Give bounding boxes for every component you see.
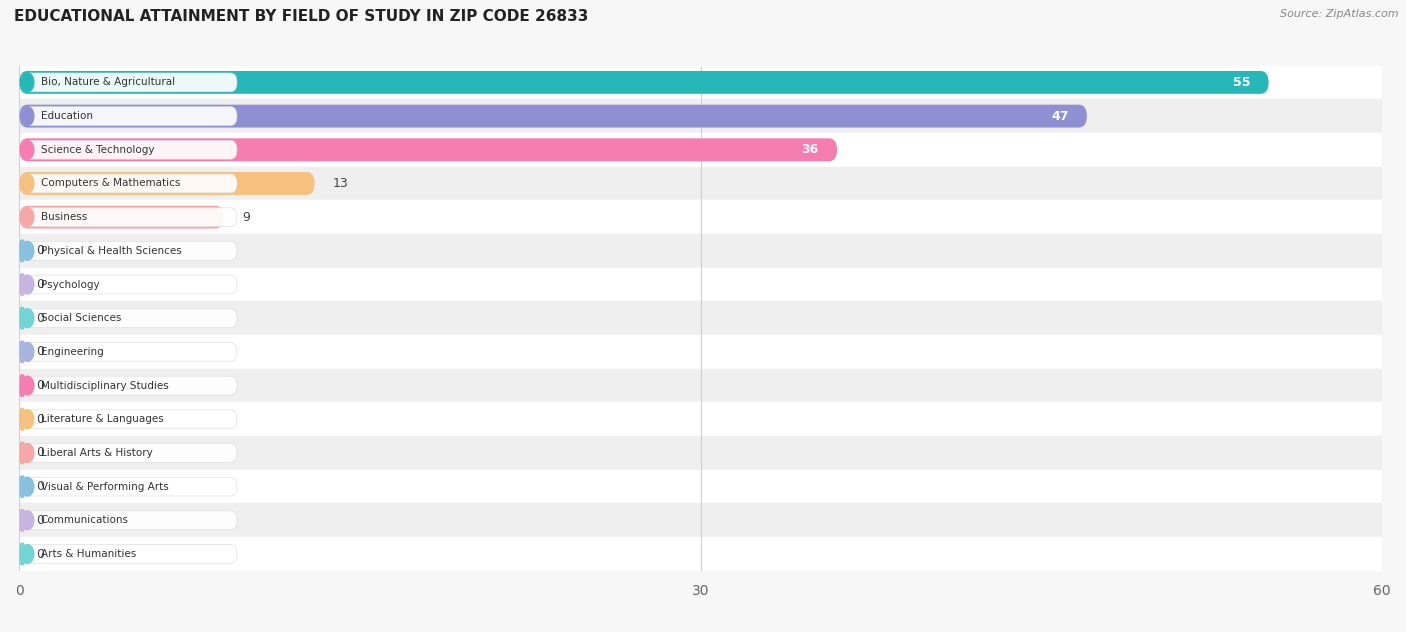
FancyBboxPatch shape <box>20 442 25 465</box>
Bar <box>20 470 1382 504</box>
Bar <box>20 167 1382 200</box>
FancyBboxPatch shape <box>21 73 238 92</box>
FancyBboxPatch shape <box>21 275 238 294</box>
Circle shape <box>21 107 34 126</box>
Bar <box>20 66 1382 99</box>
FancyBboxPatch shape <box>21 208 238 226</box>
FancyBboxPatch shape <box>21 107 238 126</box>
Text: Business: Business <box>41 212 87 222</box>
FancyBboxPatch shape <box>21 444 238 463</box>
Text: 0: 0 <box>37 413 45 426</box>
FancyBboxPatch shape <box>20 105 1087 128</box>
FancyBboxPatch shape <box>21 376 238 395</box>
Bar <box>20 268 1382 301</box>
Circle shape <box>21 174 34 193</box>
Text: Visual & Performing Arts: Visual & Performing Arts <box>41 482 169 492</box>
Text: 0: 0 <box>37 379 45 392</box>
Text: Engineering: Engineering <box>41 347 104 357</box>
Bar <box>20 537 1382 571</box>
Bar <box>20 335 1382 368</box>
Text: Literature & Languages: Literature & Languages <box>41 414 163 424</box>
Text: 0: 0 <box>37 346 45 358</box>
Bar <box>20 301 1382 335</box>
FancyBboxPatch shape <box>20 341 25 363</box>
FancyBboxPatch shape <box>20 374 25 397</box>
Text: 47: 47 <box>1052 109 1069 123</box>
FancyBboxPatch shape <box>20 205 224 229</box>
FancyBboxPatch shape <box>20 542 25 566</box>
Bar <box>20 99 1382 133</box>
Circle shape <box>21 376 34 395</box>
FancyBboxPatch shape <box>20 138 837 161</box>
Bar <box>20 368 1382 403</box>
Text: EDUCATIONAL ATTAINMENT BY FIELD OF STUDY IN ZIP CODE 26833: EDUCATIONAL ATTAINMENT BY FIELD OF STUDY… <box>14 9 589 25</box>
Text: Multidisciplinary Studies: Multidisciplinary Studies <box>41 380 169 391</box>
FancyBboxPatch shape <box>21 343 238 362</box>
Text: 0: 0 <box>37 446 45 459</box>
FancyBboxPatch shape <box>20 240 25 262</box>
Circle shape <box>21 275 34 294</box>
Text: Social Sciences: Social Sciences <box>41 313 121 323</box>
Bar <box>20 436 1382 470</box>
FancyBboxPatch shape <box>21 410 238 428</box>
Circle shape <box>21 477 34 496</box>
Bar <box>20 234 1382 268</box>
Circle shape <box>21 241 34 260</box>
Bar <box>20 200 1382 234</box>
Text: 0: 0 <box>37 547 45 561</box>
Circle shape <box>21 73 34 92</box>
Text: Education: Education <box>41 111 93 121</box>
Text: 0: 0 <box>37 245 45 257</box>
Bar <box>20 133 1382 167</box>
Text: 13: 13 <box>333 177 349 190</box>
FancyBboxPatch shape <box>20 408 25 431</box>
Text: 36: 36 <box>801 143 818 156</box>
Circle shape <box>21 140 34 159</box>
Text: Liberal Arts & History: Liberal Arts & History <box>41 448 152 458</box>
Circle shape <box>21 444 34 463</box>
Text: Computers & Mathematics: Computers & Mathematics <box>41 178 180 188</box>
Text: 0: 0 <box>37 278 45 291</box>
Circle shape <box>21 309 34 327</box>
FancyBboxPatch shape <box>21 511 238 530</box>
Text: Communications: Communications <box>41 515 129 525</box>
FancyBboxPatch shape <box>21 241 238 260</box>
Text: 55: 55 <box>1233 76 1250 89</box>
Text: Psychology: Psychology <box>41 279 100 289</box>
Text: 0: 0 <box>37 480 45 493</box>
FancyBboxPatch shape <box>21 140 238 159</box>
Text: Source: ZipAtlas.com: Source: ZipAtlas.com <box>1281 9 1399 20</box>
Text: Science & Technology: Science & Technology <box>41 145 155 155</box>
FancyBboxPatch shape <box>20 71 1268 94</box>
FancyBboxPatch shape <box>21 309 238 327</box>
Circle shape <box>21 511 34 530</box>
Text: 9: 9 <box>242 210 250 224</box>
Text: 0: 0 <box>37 514 45 527</box>
FancyBboxPatch shape <box>20 172 315 195</box>
FancyBboxPatch shape <box>21 174 238 193</box>
Text: 0: 0 <box>37 312 45 325</box>
Circle shape <box>21 545 34 563</box>
Circle shape <box>21 410 34 428</box>
Circle shape <box>21 343 34 362</box>
Bar <box>20 403 1382 436</box>
FancyBboxPatch shape <box>20 273 25 296</box>
Bar <box>20 504 1382 537</box>
FancyBboxPatch shape <box>20 475 25 498</box>
Circle shape <box>21 208 34 226</box>
Text: Bio, Nature & Agricultural: Bio, Nature & Agricultural <box>41 77 174 87</box>
Text: Physical & Health Sciences: Physical & Health Sciences <box>41 246 181 256</box>
FancyBboxPatch shape <box>21 545 238 563</box>
FancyBboxPatch shape <box>20 307 25 330</box>
Text: Arts & Humanities: Arts & Humanities <box>41 549 136 559</box>
FancyBboxPatch shape <box>20 509 25 532</box>
FancyBboxPatch shape <box>21 477 238 496</box>
